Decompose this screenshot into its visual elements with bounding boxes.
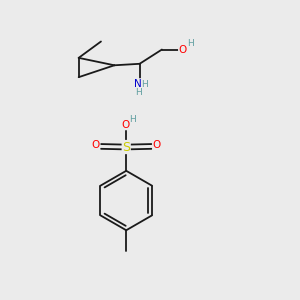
Text: O: O — [153, 140, 161, 150]
Text: O: O — [92, 140, 100, 150]
Text: O: O — [178, 44, 187, 55]
Text: H: H — [187, 39, 194, 48]
Text: H: H — [142, 80, 148, 89]
Text: H: H — [135, 88, 142, 97]
Text: N: N — [134, 79, 142, 89]
Text: H: H — [129, 115, 136, 124]
Text: S: S — [122, 140, 130, 154]
Text: O: O — [121, 120, 130, 130]
